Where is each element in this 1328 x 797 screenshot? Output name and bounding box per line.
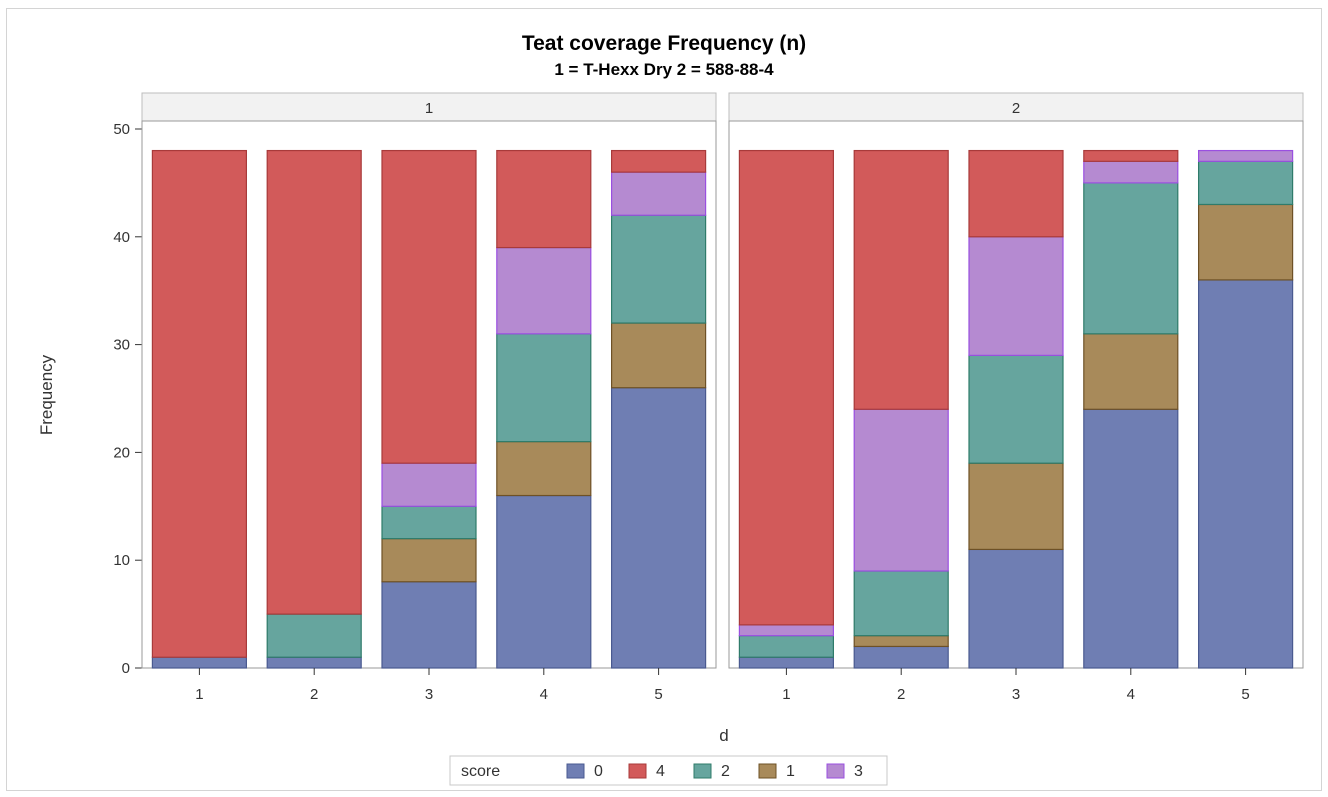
panel-strip	[728, 92, 1304, 122]
bar-segment-score-3	[738, 624, 835, 637]
panel-strip-label: 1	[425, 100, 433, 117]
x-tick-label: 1	[195, 686, 203, 703]
bar-segment-score-1	[610, 322, 707, 389]
bar-segment-score-4	[151, 149, 247, 658]
bar-segment-score-4	[853, 149, 949, 410]
legend-swatch-score-4	[628, 763, 647, 779]
y-tick-label: 30	[113, 337, 130, 354]
y-axis-label: Frequency	[37, 354, 56, 435]
legend-swatch-score-2	[693, 763, 712, 779]
x-tick-label: 1	[782, 686, 790, 703]
x-tick-label: 3	[425, 686, 433, 703]
bar-segment-score-2	[968, 354, 1064, 464]
y-tick-label: 0	[122, 660, 130, 677]
bar-segment-score-0	[496, 494, 592, 669]
panels-layer: 0 10 20 30 40 50 1 1 2 3 4 5 2 1 2 3 4 5	[113, 92, 1304, 703]
bar-segment-score-0	[738, 656, 835, 669]
bar-segment-score-0	[381, 581, 477, 669]
legend-box	[449, 755, 888, 786]
bar-segment-score-1	[496, 441, 592, 497]
bar-segment-score-2	[381, 505, 477, 540]
x-tick-label: 5	[654, 686, 662, 703]
legend-title: score	[461, 763, 500, 780]
bar-segment-score-4	[1083, 149, 1179, 162]
x-tick-label: 4	[1127, 686, 1135, 703]
bar-segment-score-3	[610, 171, 707, 216]
x-tick-label: 2	[897, 686, 905, 703]
chart-title: Teat coverage Frequency (n)	[522, 32, 806, 55]
bar-segment-score-3	[1083, 160, 1179, 184]
bar-segment-score-4	[610, 149, 707, 173]
legend-label-score-0: 0	[594, 763, 603, 780]
legend-label-score-1: 1	[786, 763, 795, 780]
x-axis-label: d	[719, 726, 728, 745]
bar-segment-score-3	[853, 408, 949, 572]
bar-segment-score-0	[1197, 279, 1294, 669]
chart-subtitle: 1 = T-Hexx Dry 2 = 588-88-4	[554, 60, 774, 79]
bar-segment-score-1	[1083, 333, 1179, 410]
bar-segment-score-0	[610, 387, 707, 669]
legend-label-score-3: 3	[854, 763, 863, 780]
legend-label-score-2: 2	[721, 763, 730, 780]
x-tick-label: 4	[540, 686, 548, 703]
bar-segment-score-0	[266, 656, 362, 669]
bar-segment-score-2	[266, 613, 362, 658]
bar-segment-score-1	[381, 538, 477, 583]
bar-segment-score-0	[968, 548, 1064, 669]
bar-segment-score-4	[738, 149, 835, 626]
bar-segment-score-2	[1197, 160, 1294, 206]
y-tick-label: 50	[113, 121, 130, 138]
panel-strip	[141, 92, 717, 122]
bar-segment-score-2	[610, 214, 707, 324]
legend-swatch-score-3	[826, 763, 845, 779]
bar-segment-score-4	[381, 149, 477, 464]
bar-segment-score-0	[151, 656, 247, 669]
legend-swatch-score-1	[758, 763, 777, 779]
bar-segment-score-2	[738, 635, 835, 658]
bar-segment-score-1	[968, 462, 1064, 551]
chart-frame	[6, 8, 1322, 791]
bar-segment-score-4	[496, 149, 592, 249]
bar-segment-score-4	[968, 149, 1064, 238]
bar-segment-score-0	[853, 645, 949, 669]
bar-segment-score-4	[266, 149, 362, 615]
bar-segment-score-2	[853, 570, 949, 637]
legend-swatch-score-0	[566, 763, 585, 779]
bar-segment-score-3	[496, 246, 592, 335]
bar-segment-score-1	[1197, 203, 1294, 281]
legend-label-score-4: 4	[656, 763, 665, 780]
panel-strip-label: 2	[1012, 100, 1020, 117]
y-tick-label: 10	[113, 552, 130, 569]
legend: score 0 4 2 1 3	[449, 755, 888, 786]
x-tick-label: 2	[310, 686, 318, 703]
x-tick-label: 5	[1241, 686, 1249, 703]
bar-segment-score-3	[381, 462, 477, 507]
bar-segment-score-3	[968, 236, 1064, 356]
bar-segment-score-2	[496, 333, 592, 443]
y-tick-label: 20	[113, 444, 130, 461]
bar-segment-score-2	[1083, 182, 1179, 335]
bar-segment-score-3	[1197, 149, 1294, 162]
y-tick-label: 40	[113, 229, 130, 246]
bar-segment-score-1	[853, 635, 949, 648]
bar-segment-score-0	[1083, 408, 1179, 669]
x-tick-label: 3	[1012, 686, 1020, 703]
